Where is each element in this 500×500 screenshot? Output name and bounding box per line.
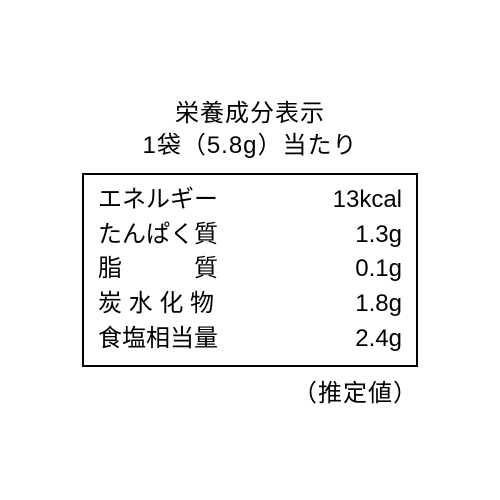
nutrition-panel: 栄養成分表示 1袋（5.8g）当たり エネルギー 13kcal たんぱく質 1.… — [82, 98, 418, 408]
row-label-fat: 脂 質 — [98, 252, 218, 287]
row-value-protein: 1.3g — [355, 218, 402, 253]
row-value-energy: 13kcal — [333, 183, 402, 218]
row-value-fat: 0.1g — [355, 252, 402, 287]
footer-note: （推定値） — [82, 373, 418, 408]
panel-header: 栄養成分表示 1袋（5.8g）当たり — [82, 98, 418, 163]
row-value-salt: 2.4g — [355, 322, 402, 357]
table-row: たんぱく質 1.3g — [98, 218, 402, 253]
table-row: 炭 水 化 物 1.8g — [98, 287, 402, 322]
table-row: エネルギー 13kcal — [98, 183, 402, 218]
header-title-line2: 1袋（5.8g）当たり — [82, 130, 418, 162]
header-title-line1: 栄養成分表示 — [82, 98, 418, 130]
row-label-energy: エネルギー — [98, 183, 218, 218]
row-value-carbs: 1.8g — [355, 287, 402, 322]
row-label-protein: たんぱく質 — [98, 218, 218, 253]
nutrition-table: エネルギー 13kcal たんぱく質 1.3g 脂 質 0.1g 炭 水 化 物… — [82, 173, 418, 367]
table-row: 脂 質 0.1g — [98, 252, 402, 287]
row-label-carbs: 炭 水 化 物 — [98, 287, 214, 322]
row-label-salt: 食塩相当量 — [98, 322, 218, 357]
table-row: 食塩相当量 2.4g — [98, 322, 402, 357]
